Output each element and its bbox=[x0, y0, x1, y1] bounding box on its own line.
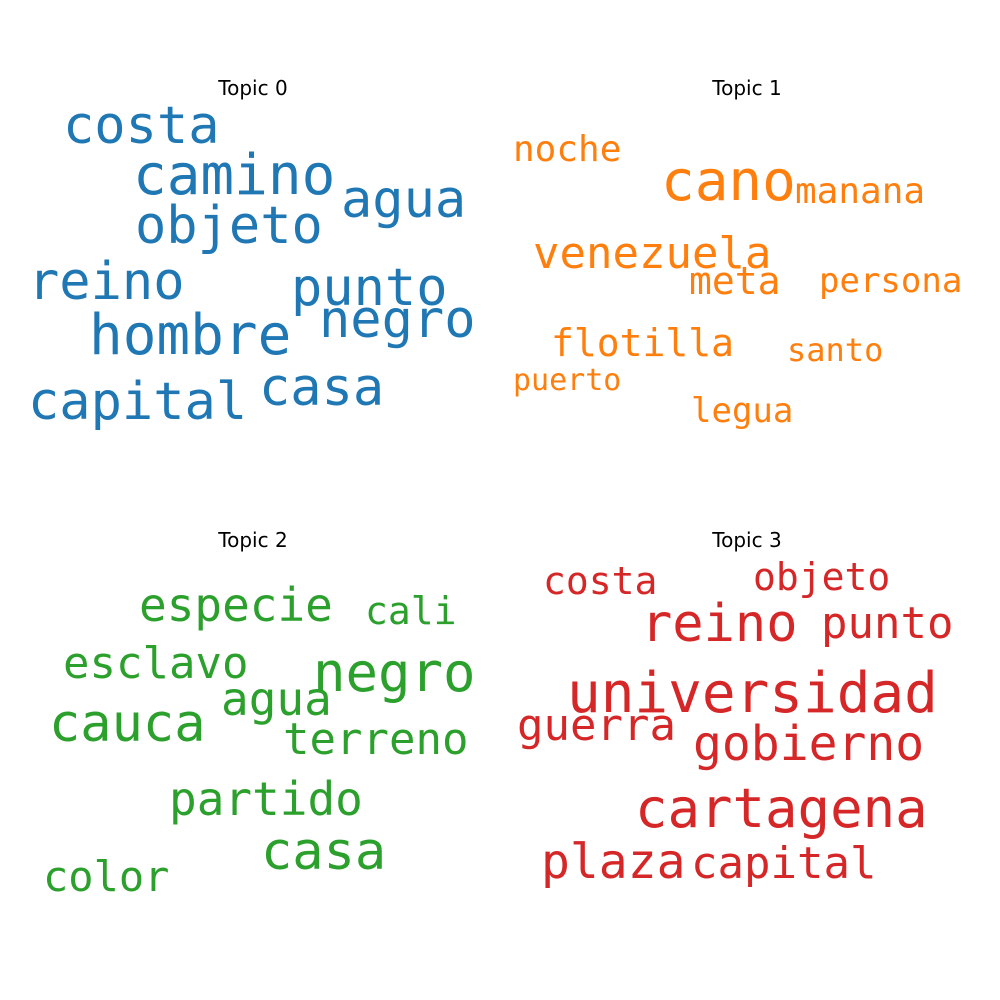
topic-0-word-costa: costa bbox=[63, 96, 220, 156]
topic-2-word-especie: especie bbox=[139, 578, 333, 632]
topic-2-word-partido: partido bbox=[169, 772, 363, 826]
topic-2-cloud: especie cali esclavo negro agua cauca terreno p… bbox=[23, 528, 483, 948]
topic-2-word-esclavo: esclavo bbox=[63, 638, 249, 689]
topic-1-word-cano: cano bbox=[661, 149, 796, 214]
topic-2-word-casa: casa bbox=[261, 822, 387, 882]
topic-0-title: Topic 0 bbox=[218, 76, 288, 100]
topic-3-word-universidad: universidad bbox=[567, 661, 938, 726]
topic-3-word-punto: punto bbox=[821, 598, 954, 649]
topic-3-title: Topic 3 bbox=[712, 528, 782, 552]
topic-2-word-cali: cali bbox=[365, 589, 457, 633]
topic-0-word-hombre: hombre bbox=[89, 303, 292, 368]
topic-1-cloud: noche cano manana venezuela meta persona floti… bbox=[513, 76, 977, 496]
topic-0-word-casa: casa bbox=[259, 358, 385, 418]
topic-2-word-terreno: terreno bbox=[283, 714, 469, 765]
topic-1-word-flotilla: flotilla bbox=[551, 321, 735, 365]
topic-0-word-camino: camino bbox=[133, 143, 336, 208]
topic-3-word-cartagena: cartagena bbox=[635, 777, 928, 840]
topic-1-panel: Topic 1 noche cano manana venezuela meta pers… bbox=[513, 76, 977, 496]
topic-2-word-color: color bbox=[43, 852, 170, 901]
topic-3-word-reino: reino bbox=[641, 594, 798, 654]
topic-0-word-reino: reino bbox=[28, 252, 185, 312]
topic-2-word-agua: agua bbox=[221, 672, 332, 726]
topic-3-cloud: costa objeto reino punto universidad guerra go… bbox=[517, 528, 977, 948]
topic-2-word-negro: negro bbox=[313, 641, 476, 704]
topic-1-word-persona: persona bbox=[819, 261, 963, 301]
topic-1-word-manana: manana bbox=[795, 171, 926, 212]
topic-3-word-costa: costa bbox=[543, 559, 658, 603]
topic-1-title: Topic 1 bbox=[712, 76, 782, 100]
topic-1-word-venezuela: venezuela bbox=[533, 228, 772, 279]
topic-2-title: Topic 2 bbox=[218, 528, 288, 552]
topic-2-word-cauca: cauca bbox=[49, 694, 206, 754]
topic-1-word-santo: santo bbox=[787, 331, 884, 369]
topic-1-word-noche: noche bbox=[513, 129, 622, 170]
topic-1-word-meta: meta bbox=[689, 259, 781, 303]
topic-0-word-capital: capital bbox=[28, 372, 248, 432]
topic-1-word-puerto: puerto bbox=[513, 363, 622, 398]
topic-3-word-capital: capital bbox=[691, 838, 877, 889]
topic-3-word-guerra: guerra bbox=[517, 700, 676, 751]
topic-3-panel: Topic 3 costa objeto reino punto universidad… bbox=[517, 528, 977, 948]
topic-0-word-agua: agua bbox=[341, 170, 467, 230]
topic-0-word-punto: punto bbox=[291, 258, 448, 318]
topic-3-word-plaza: plaza bbox=[541, 834, 686, 890]
topic-0-panel: Topic 0 costa camino agua objeto reino punto n… bbox=[23, 76, 483, 496]
topic-0-cloud: costa camino agua objeto reino punto negro homb… bbox=[23, 76, 483, 496]
topic-3-word-objeto: objeto bbox=[753, 555, 891, 599]
topic-1-word-legua: legua bbox=[691, 391, 794, 431]
topic-2-panel: Topic 2 especie cali esclavo negro agua cauca… bbox=[23, 528, 483, 948]
topic-3-word-gobierno: gobierno bbox=[693, 716, 925, 772]
topic-0-word-negro: negro bbox=[319, 290, 476, 350]
topic-0-word-objeto: objeto bbox=[135, 196, 323, 256]
